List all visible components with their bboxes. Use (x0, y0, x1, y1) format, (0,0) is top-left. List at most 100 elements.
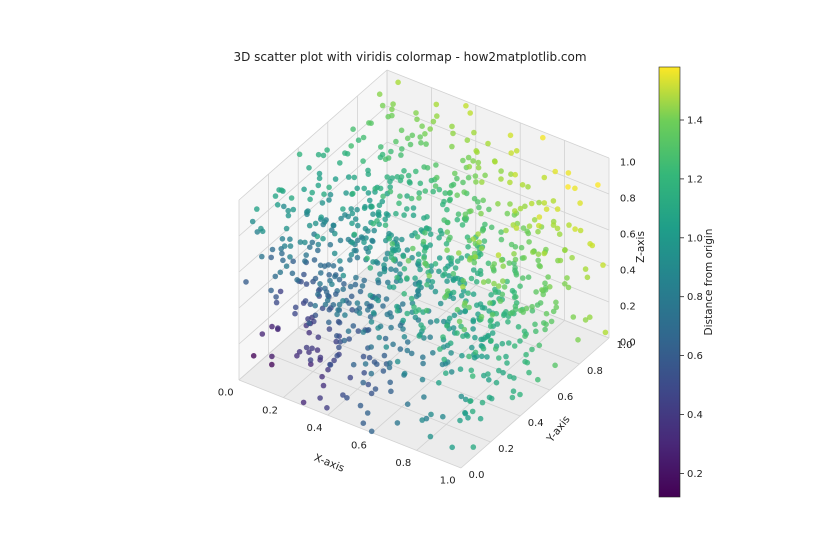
data-point (332, 176, 339, 182)
data-point (541, 174, 548, 181)
data-point (326, 319, 332, 326)
data-point (368, 319, 375, 325)
data-point (504, 278, 510, 285)
data-point (478, 245, 485, 252)
data-point (520, 275, 526, 281)
data-point (418, 140, 424, 146)
data-point (249, 218, 256, 225)
data-point (387, 360, 393, 366)
data-point (269, 361, 275, 368)
data-point (404, 135, 411, 142)
data-point (465, 244, 471, 250)
data-point (376, 91, 383, 97)
data-point (509, 287, 516, 294)
data-points (243, 79, 609, 451)
data-point (437, 346, 443, 352)
data-point (409, 132, 416, 139)
data-point (553, 304, 560, 311)
data-point (330, 302, 337, 308)
data-point (296, 349, 303, 355)
data-point (355, 328, 362, 334)
data-point (387, 178, 393, 185)
data-point (498, 168, 504, 174)
data-point (495, 252, 502, 258)
y-tick-label: 1.0 (617, 340, 633, 351)
data-point (349, 239, 356, 246)
data-point (477, 415, 484, 422)
data-point (450, 270, 457, 277)
data-point (312, 312, 319, 319)
data-point (401, 168, 407, 174)
data-point (499, 291, 506, 298)
data-point (372, 185, 379, 192)
data-point (472, 334, 478, 341)
data-point (441, 318, 447, 325)
data-point (272, 273, 279, 280)
data-point (330, 222, 337, 229)
data-point (480, 345, 487, 352)
data-point (360, 420, 367, 427)
data-point (481, 305, 488, 311)
data-point (349, 220, 355, 227)
data-point (442, 190, 449, 196)
data-point (462, 396, 469, 403)
data-point (297, 239, 304, 245)
data-point (548, 318, 555, 325)
data-point (520, 309, 526, 315)
data-point (582, 317, 589, 323)
data-point (281, 243, 288, 249)
data-point (363, 235, 369, 241)
data-point (287, 243, 294, 249)
data-point (381, 262, 387, 268)
data-point (404, 401, 411, 408)
data-point (273, 299, 280, 306)
data-point (461, 326, 468, 333)
data-point (292, 304, 299, 311)
data-point (259, 253, 265, 260)
data-point (569, 254, 575, 261)
data-point (498, 257, 505, 263)
x-tick-label: 0.2 (262, 405, 278, 416)
data-point (434, 174, 440, 181)
data-point (507, 132, 514, 139)
data-point (345, 174, 352, 180)
data-point (535, 257, 541, 264)
data-point (556, 231, 563, 237)
data-point (317, 281, 323, 287)
data-point (430, 188, 437, 195)
data-point (312, 275, 319, 282)
data-point (460, 179, 466, 186)
data-point (466, 353, 472, 360)
data-point (422, 131, 428, 137)
data-point (279, 250, 285, 257)
data-point (336, 344, 342, 351)
data-point (388, 148, 394, 155)
data-point (374, 361, 380, 368)
data-point (407, 141, 414, 148)
data-point (349, 307, 356, 313)
data-point (332, 230, 338, 237)
data-point (445, 219, 451, 226)
data-point (415, 287, 422, 294)
data-point (273, 294, 279, 300)
data-point (443, 370, 449, 377)
data-point (467, 110, 474, 116)
data-point (390, 284, 397, 291)
data-point (478, 210, 484, 217)
colorbar (658, 66, 681, 498)
grid-line (357, 275, 580, 365)
data-point (350, 190, 356, 197)
data-point (469, 344, 475, 351)
data-point (361, 277, 368, 284)
data-point (404, 310, 411, 317)
data-point (533, 328, 539, 335)
data-point (394, 274, 400, 281)
data-point (362, 225, 369, 232)
data-point (303, 344, 310, 351)
data-point (348, 143, 355, 149)
data-point (465, 415, 471, 421)
data-point (342, 212, 348, 218)
data-point (383, 344, 390, 350)
data-point (521, 328, 528, 335)
